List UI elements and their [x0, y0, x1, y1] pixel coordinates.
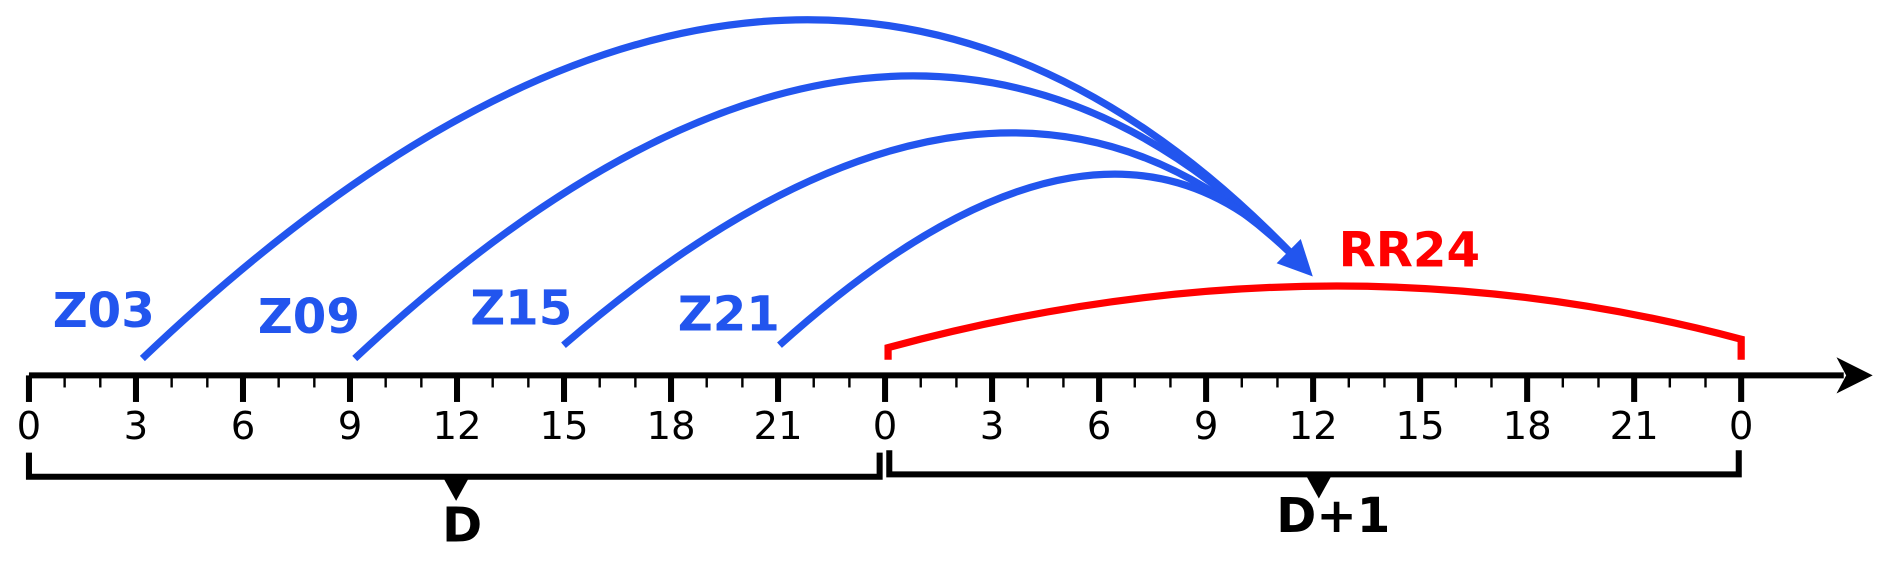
tick-label: 15 — [1396, 404, 1445, 449]
tick-label: 0 — [873, 404, 898, 449]
window-label: RR24 — [1339, 223, 1480, 279]
arc-label: Z21 — [678, 286, 780, 342]
arc-label: Z15 — [470, 280, 572, 336]
arc — [139, 16, 1300, 362]
tick-label: 0 — [17, 404, 42, 449]
tick-label: 6 — [231, 404, 256, 449]
window — [884, 282, 1745, 360]
tick-label: 21 — [1610, 404, 1659, 449]
tick-label: 18 — [1503, 404, 1552, 449]
bracket-pointer — [444, 479, 469, 501]
tick-label: 12 — [432, 404, 481, 449]
arc — [561, 129, 1300, 348]
bracket-pointer — [1306, 476, 1331, 499]
brackets — [25, 450, 1742, 480]
tick-label: 6 — [1087, 404, 1112, 449]
bracket — [25, 452, 883, 480]
arc-label: Z09 — [258, 289, 360, 345]
timeline — [28, 357, 1873, 394]
tick-label: 3 — [124, 404, 149, 449]
day-label: D+1 — [1276, 488, 1390, 544]
tick-label: 12 — [1289, 404, 1338, 449]
arrowhead — [1276, 239, 1313, 277]
day-label: D — [442, 498, 482, 554]
window-arc — [884, 282, 1745, 360]
tick-label: 21 — [753, 404, 802, 449]
arc — [777, 170, 1300, 348]
tick-label: 9 — [338, 404, 363, 449]
arc — [352, 72, 1300, 362]
tick-label: 15 — [539, 404, 588, 449]
axis-arrow — [1836, 357, 1873, 394]
arc-label: Z03 — [53, 283, 155, 339]
tick-label: 9 — [1194, 404, 1219, 449]
tick-label: 18 — [646, 404, 695, 449]
tick-label: 0 — [1729, 404, 1754, 449]
tick-label: 3 — [980, 404, 1005, 449]
arcs — [139, 16, 1300, 362]
bracket — [886, 450, 1742, 478]
